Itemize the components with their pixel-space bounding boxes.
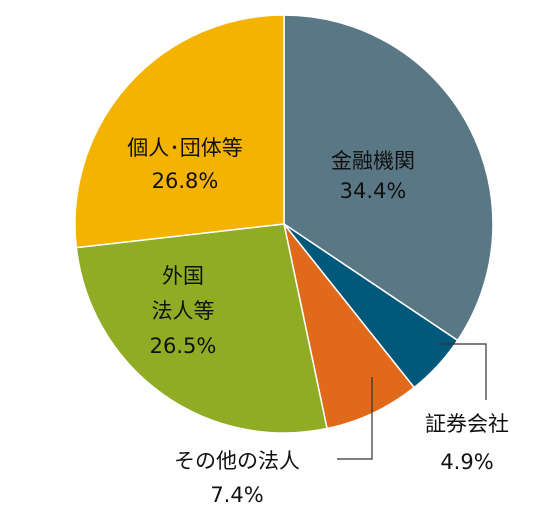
slice-labels: 金融機関 34.4% 証券会社 4.9% その他の法人 7.4% 外国 法人等 … (127, 136, 509, 507)
slice-label-individuals: 個人･団体等 (127, 136, 243, 160)
slice-value-foreign-corporations: 26.5% (150, 334, 217, 358)
slice-value-individuals: 26.8% (152, 169, 219, 193)
slice-label-financial-institutions: 金融機関 (331, 149, 415, 173)
slice-label-foreign-corporations-line1: 外国 (162, 264, 204, 288)
slice-value-financial-institutions: 34.4% (340, 179, 407, 203)
slice-label-foreign-corporations-line2: 法人等 (152, 299, 215, 323)
slice-value-securities: 4.9% (440, 450, 493, 474)
slice-label-other-corporations: その他の法人 (174, 449, 300, 473)
leader-line-securities (438, 343, 487, 400)
slice-value-other-corporations: 7.4% (210, 483, 263, 507)
leader-lines (337, 343, 487, 460)
pie-slice-financial-institutions (283, 14, 494, 342)
slice-label-securities: 証券会社 (425, 412, 509, 436)
pie-slice-foreign-corporations (75, 223, 328, 434)
pie-slice-individuals (74, 14, 285, 249)
pie-slices (74, 14, 494, 434)
leader-line-other-corporations (337, 377, 373, 460)
